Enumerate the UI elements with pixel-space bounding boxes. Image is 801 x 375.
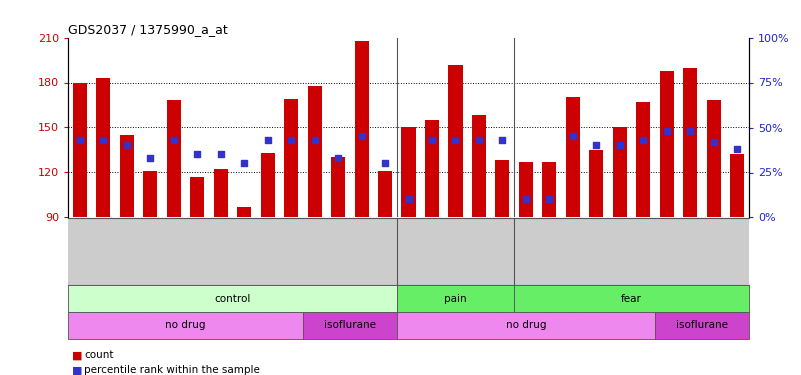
Text: isoflurane: isoflurane	[324, 321, 376, 330]
Bar	[566, 98, 580, 218]
Point	[637, 137, 650, 143]
Text: isoflurane: isoflurane	[676, 321, 728, 330]
Point	[332, 155, 344, 161]
Point	[425, 137, 438, 143]
Text: percentile rank within the sample: percentile rank within the sample	[84, 365, 260, 375]
Bar	[542, 162, 557, 218]
Bar	[396, 285, 514, 312]
Bar	[167, 100, 181, 218]
Text: no drug: no drug	[505, 321, 546, 330]
Point	[731, 146, 743, 152]
Bar	[260, 153, 275, 218]
Bar	[472, 116, 486, 218]
Point	[496, 137, 509, 143]
Bar	[706, 100, 721, 218]
Point	[355, 134, 368, 140]
Bar	[355, 40, 368, 218]
Point	[215, 152, 227, 157]
Bar	[190, 177, 204, 218]
Bar	[396, 312, 655, 339]
Point	[167, 137, 180, 143]
Bar	[636, 102, 650, 218]
Point	[449, 137, 462, 143]
Point	[707, 139, 720, 145]
Text: pain: pain	[444, 294, 467, 303]
Point	[284, 137, 297, 143]
Bar	[378, 171, 392, 217]
Bar	[590, 150, 603, 217]
Bar	[425, 120, 439, 218]
Bar	[655, 312, 749, 339]
Point	[238, 160, 251, 166]
Point	[660, 128, 673, 134]
Bar	[660, 70, 674, 217]
Text: no drug: no drug	[165, 321, 206, 330]
Point	[97, 137, 110, 143]
Bar	[449, 64, 462, 218]
Bar	[613, 128, 627, 218]
Point	[379, 160, 392, 166]
Point	[191, 152, 203, 157]
Bar	[495, 160, 509, 218]
Text: ■: ■	[72, 365, 83, 375]
Point	[144, 155, 157, 161]
Bar	[401, 128, 416, 218]
Bar	[519, 162, 533, 218]
Point	[261, 137, 274, 143]
Point	[684, 128, 697, 134]
Text: fear: fear	[621, 294, 642, 303]
Bar	[731, 154, 744, 218]
Bar	[68, 285, 396, 312]
Bar	[214, 170, 227, 217]
Point	[520, 196, 533, 202]
Bar	[331, 158, 345, 218]
Bar	[68, 312, 303, 339]
Bar	[119, 135, 134, 218]
Bar	[143, 171, 157, 217]
Bar	[308, 86, 322, 218]
Point	[543, 196, 556, 202]
Bar	[237, 207, 252, 218]
Bar	[514, 285, 749, 312]
Point	[402, 196, 415, 202]
Text: ■: ■	[72, 350, 83, 360]
Point	[74, 137, 87, 143]
Bar	[683, 68, 698, 218]
Point	[473, 137, 485, 143]
Point	[590, 142, 602, 148]
Text: control: control	[214, 294, 251, 303]
Bar	[284, 99, 298, 218]
Text: GDS2037 / 1375990_a_at: GDS2037 / 1375990_a_at	[68, 23, 227, 36]
Bar	[303, 312, 396, 339]
Bar	[96, 78, 111, 218]
Bar	[73, 82, 87, 218]
Point	[120, 142, 133, 148]
Text: count: count	[84, 350, 114, 360]
Point	[308, 137, 321, 143]
Point	[566, 134, 579, 140]
Point	[614, 142, 626, 148]
